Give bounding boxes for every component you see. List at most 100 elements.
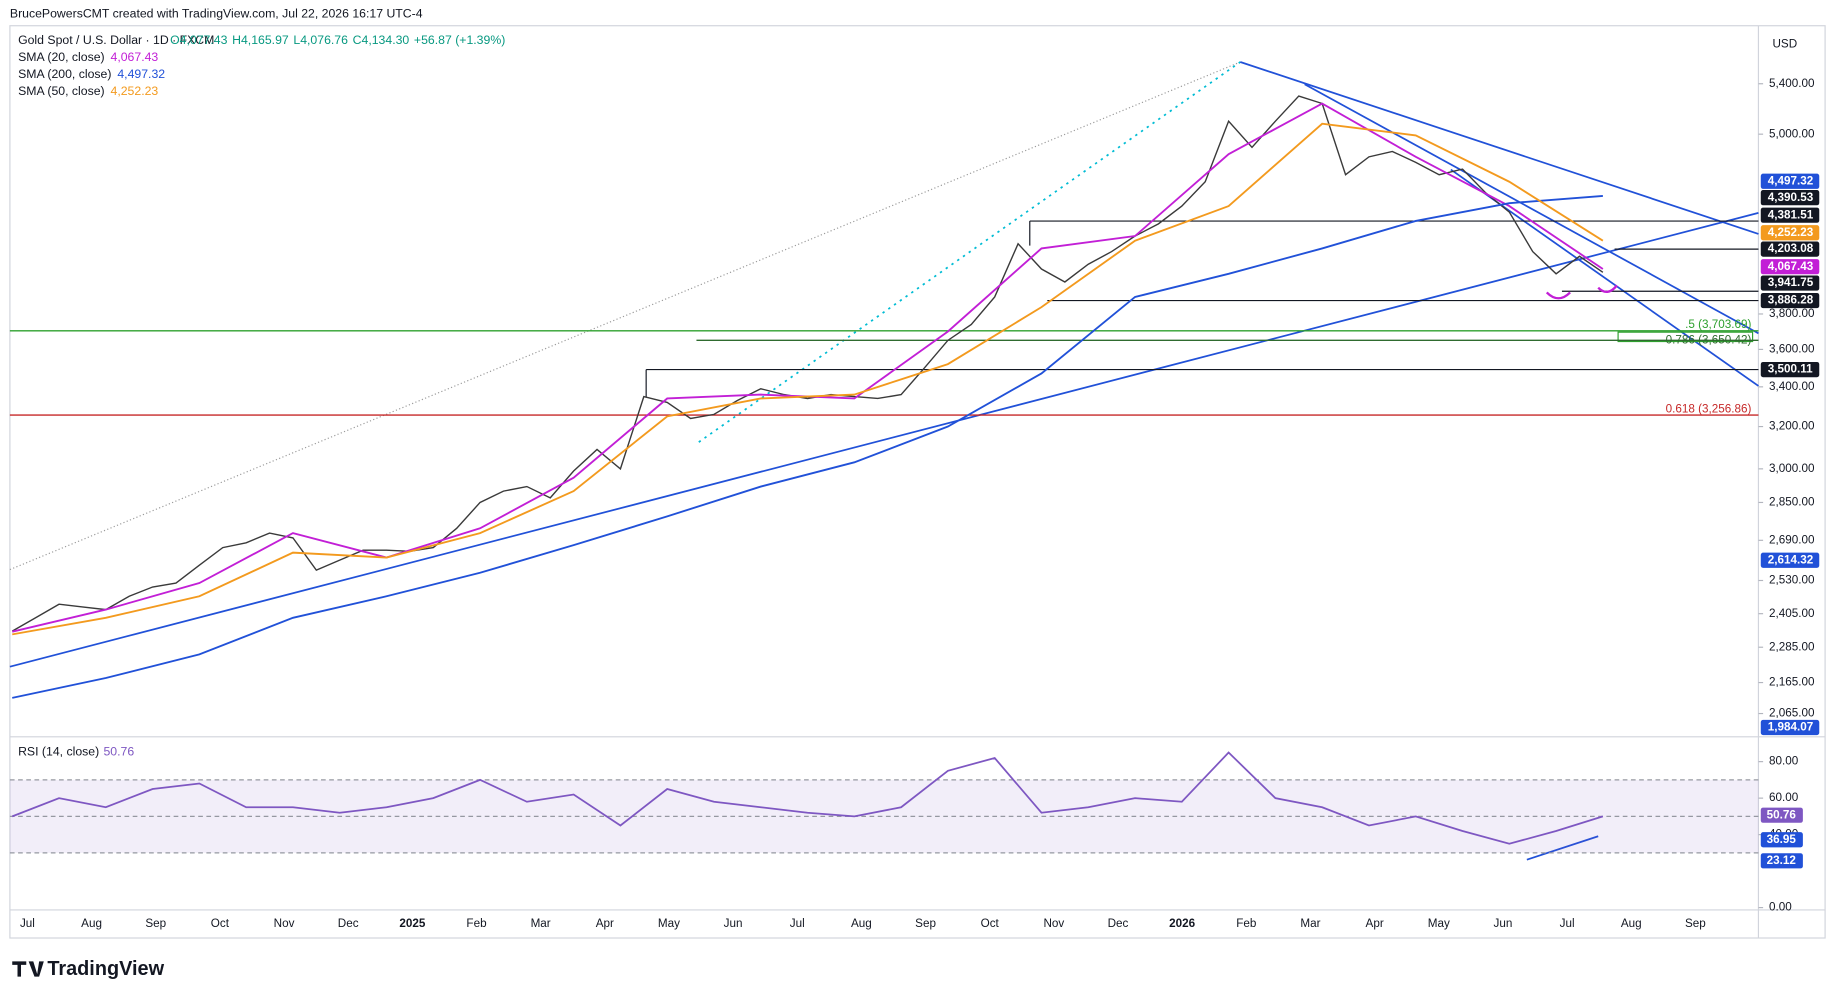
y-tick-label: 2,850.00 bbox=[1769, 496, 1815, 509]
price-line bbox=[11, 95, 1604, 632]
price-tag bbox=[1760, 292, 1820, 309]
price-tag bbox=[1760, 275, 1820, 291]
price-tag bbox=[1760, 719, 1820, 736]
time-label: Feb bbox=[1236, 917, 1257, 930]
rsi-tag-label: 36.95 bbox=[1767, 833, 1797, 846]
time-label: Sep bbox=[1685, 917, 1706, 930]
rsi-line bbox=[11, 751, 1604, 845]
trend-line bbox=[9, 212, 1759, 668]
time-label: Jul bbox=[1560, 917, 1575, 930]
time-label: May bbox=[658, 917, 680, 930]
time-label: 2025 bbox=[399, 917, 426, 930]
y-tick-label: 2,405.00 bbox=[1769, 607, 1815, 620]
arc bbox=[1545, 291, 1571, 300]
price-tag-label: 4,497.32 bbox=[1768, 174, 1814, 187]
y-tick-label: 3,200.00 bbox=[1769, 420, 1815, 433]
y-tick-label: 2,530.00 bbox=[1769, 574, 1815, 587]
time-label: Mar bbox=[1300, 917, 1320, 930]
y-tick-label: 2,165.00 bbox=[1769, 676, 1815, 689]
y-tick-label: 5,400.00 bbox=[1769, 77, 1815, 90]
y-tick-label: 2,285.00 bbox=[1769, 640, 1815, 653]
legend-name: SMA (20, close) bbox=[18, 50, 105, 64]
trend-line bbox=[9, 61, 1241, 571]
arc bbox=[1597, 284, 1618, 293]
price-tag-label: 4,252.23 bbox=[1768, 226, 1814, 239]
rsi-tag bbox=[1760, 832, 1803, 848]
ohlc-value: H4,165.97 bbox=[232, 33, 289, 47]
price-tag bbox=[1760, 361, 1820, 378]
y-tick-label: 3,800.00 bbox=[1769, 307, 1815, 320]
time-label: Sep bbox=[915, 917, 936, 930]
price-tag bbox=[1760, 207, 1820, 223]
price-tag-label: 4,067.43 bbox=[1768, 260, 1814, 273]
price-tag bbox=[1760, 173, 1820, 189]
time-label: Feb bbox=[466, 917, 487, 930]
currency: USD bbox=[1772, 38, 1797, 51]
rsi-tag bbox=[1760, 853, 1803, 869]
trend-line bbox=[1240, 61, 1759, 235]
symbol-title: Gold Spot / U.S. Dollar · 1D · FXCM bbox=[18, 33, 214, 47]
ohlc-value: L4,076.76 bbox=[293, 33, 348, 47]
logo: TradingView bbox=[47, 958, 164, 980]
price-tag bbox=[1760, 259, 1820, 275]
price-tag-label: 1,984.07 bbox=[1768, 721, 1814, 734]
time-label: Mar bbox=[531, 917, 551, 930]
price-tag-label: 4,381.51 bbox=[1768, 208, 1814, 221]
fib-label: 0.618 (3,256.86) bbox=[1666, 402, 1752, 415]
y-tick-label: 5,000.00 bbox=[1769, 127, 1815, 140]
time-label: May bbox=[1428, 917, 1450, 930]
rsi-tag bbox=[1760, 807, 1803, 823]
y-tick-label: 3,400.00 bbox=[1769, 380, 1815, 393]
time-label: 2026 bbox=[1169, 917, 1196, 930]
rsi-title: RSI (14, close) bbox=[18, 744, 99, 758]
time-label: Dec bbox=[1108, 917, 1129, 930]
time-label: Dec bbox=[338, 917, 359, 930]
fib-label: .5 (3,703.69) bbox=[1685, 318, 1751, 331]
y-tick-label: 3,600.00 bbox=[1769, 342, 1815, 355]
trend-line bbox=[698, 61, 1241, 443]
ohlc-value: O4,077.43 bbox=[170, 33, 227, 47]
y-tick-label: 60.00 bbox=[1769, 791, 1799, 804]
time-label: Oct bbox=[211, 917, 230, 930]
price-tag-label: 3,886.28 bbox=[1768, 294, 1814, 307]
rsi-tag-label: 50.76 bbox=[1767, 808, 1797, 821]
time-label: Jun bbox=[724, 917, 743, 930]
y-tick-label: 0.00 bbox=[1769, 901, 1792, 914]
price-tag-label: 4,203.08 bbox=[1768, 242, 1814, 255]
time-label: Nov bbox=[1043, 917, 1064, 930]
y-tick-label: 2,065.00 bbox=[1769, 707, 1815, 720]
rsi-value: 50.76 bbox=[103, 744, 134, 758]
ohlc-value: C4,134.30 bbox=[353, 33, 410, 47]
time-label: Jul bbox=[20, 917, 35, 930]
time-label: Sep bbox=[145, 917, 166, 930]
price-tag-label: 2,614.32 bbox=[1768, 553, 1814, 566]
price-tag-label: 3,500.11 bbox=[1768, 363, 1813, 376]
price-tag bbox=[1760, 241, 1820, 257]
legend-name: SMA (50, close) bbox=[18, 84, 105, 98]
logo-mark bbox=[12, 961, 44, 977]
price-tag bbox=[1760, 225, 1820, 241]
ohlc-value: +56.87 (+1.39%) bbox=[414, 33, 505, 47]
y-tick-label: 2,690.00 bbox=[1769, 533, 1815, 546]
time-label: Jun bbox=[1494, 917, 1513, 930]
time-label: Aug bbox=[1621, 917, 1642, 930]
legend-value: 4,497.32 bbox=[117, 67, 165, 81]
fib-label: 0.786 (3,650.42) bbox=[1666, 333, 1752, 346]
price-tag bbox=[1760, 190, 1820, 206]
legend-value: 4,067.43 bbox=[111, 50, 159, 64]
fib-box bbox=[1617, 331, 1754, 343]
y-tick-label: 80.00 bbox=[1769, 755, 1799, 768]
sma-line bbox=[12, 194, 1603, 699]
rsi-tag-label: 23.12 bbox=[1767, 854, 1797, 867]
rsi-band bbox=[9, 779, 1759, 853]
price-tag-label: 3,941.75 bbox=[1768, 276, 1814, 289]
price-tag bbox=[1760, 552, 1820, 568]
time-label: Apr bbox=[1366, 917, 1384, 930]
legend-name: SMA (200, close) bbox=[18, 67, 111, 81]
time-label: Oct bbox=[981, 917, 1000, 930]
price-tag-label: 4,390.53 bbox=[1768, 191, 1814, 204]
legend-value: 4,252.23 bbox=[111, 84, 159, 98]
